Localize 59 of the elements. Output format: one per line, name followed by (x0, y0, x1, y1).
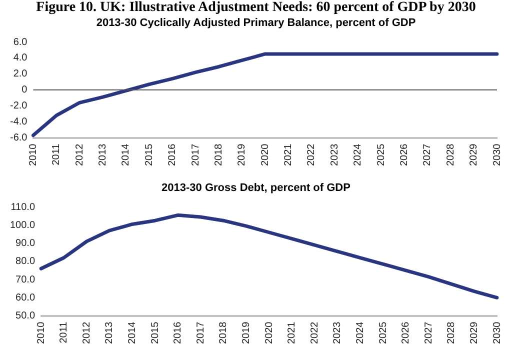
x-tick-label: 2024 (352, 143, 364, 166)
x-tick-label: 2017 (195, 321, 206, 344)
x-tick-label: 2021 (283, 143, 294, 166)
x-tick-label: 2030 (492, 143, 503, 166)
x-tick-label: 2027 (423, 321, 434, 344)
chart-title: 2013-30 Gross Debt, percent of GDP (160, 181, 352, 195)
x-tick-label: 2012 (74, 143, 86, 166)
x-tick-label: 2023 (332, 321, 344, 344)
x-tick-label: 2011 (58, 321, 70, 344)
x-tick-label: 2028 (445, 143, 456, 166)
x-tick-label: 2025 (378, 321, 389, 344)
x-tick-label: 2021 (286, 321, 298, 344)
y-tick-label: 6.0 (13, 36, 28, 48)
x-tick-label: 2012 (81, 321, 92, 344)
x-tick-label: 2016 (167, 143, 178, 166)
x-tick-label: 2015 (150, 321, 161, 344)
x-tick-label: 2014 (126, 321, 138, 344)
x-tick-label: 2015 (144, 143, 155, 166)
x-tick-label: 2023 (329, 143, 340, 166)
y-tick-label: 70.0 (16, 274, 36, 286)
x-tick-label: 2029 (468, 143, 480, 166)
y-tick-label: -2.0 (10, 100, 28, 112)
x-tick-label: 2030 (492, 321, 503, 344)
y-tick-label: 60.0 (16, 292, 36, 304)
x-tick-label: 2018 (213, 143, 224, 166)
y-tick-label: -6.0 (10, 132, 28, 144)
y-tick-label: 0 (22, 84, 28, 96)
x-tick-label: 2026 (400, 321, 412, 344)
y-tick-label: 110.0 (10, 202, 36, 213)
x-tick-label: 2014 (120, 143, 132, 166)
x-tick-label: 2019 (236, 143, 248, 166)
chart-title: Figure 10. UK: Illustrative Adjustment Needs: 60 percent of GDP by 2030 (35, 0, 477, 16)
x-tick-label: 2011 (51, 143, 62, 166)
x-tick-label: 2016 (172, 321, 184, 344)
x-tick-label: 2010 (28, 143, 39, 166)
x-tick-label: 2026 (398, 143, 410, 166)
y-tick-label: 4.0 (13, 52, 28, 64)
y-tick-label: 100.0 (10, 220, 36, 231)
x-tick-label: 2013 (98, 143, 109, 166)
x-tick-label: 2018 (218, 321, 230, 344)
x-tick-label: 2028 (446, 321, 458, 344)
x-tick-label: 2027 (422, 143, 434, 166)
y-tick-label: 50.0 (16, 310, 36, 322)
x-tick-label: 2025 (376, 143, 387, 166)
x-tick-label: 2022 (309, 321, 320, 344)
x-tick-label: 2029 (468, 321, 480, 344)
chart-subtitle: 2013-30 Cyclically Adjusted Primary Balance, percent of GDP (95, 16, 417, 30)
y-tick-label: 80.0 (16, 256, 36, 268)
x-tick-label: 2013 (104, 321, 116, 344)
y-tick-label: 90.0 (16, 238, 36, 249)
y-tick-label: 2.0 (13, 68, 28, 80)
x-tick-label: 2017 (190, 143, 202, 166)
x-tick-label: 2022 (306, 143, 318, 166)
y-tick-label: -4.0 (10, 116, 28, 128)
x-tick-label: 2020 (264, 321, 275, 344)
x-tick-label: 2019 (240, 321, 252, 344)
x-tick-label: 2020 (260, 143, 271, 166)
x-tick-label: 2010 (36, 321, 47, 344)
x-tick-label: 2024 (354, 321, 366, 344)
